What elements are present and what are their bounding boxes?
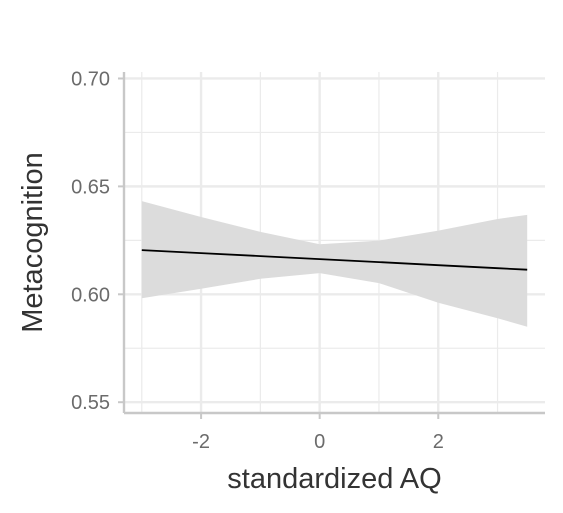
x-tick-label: 2 [433, 431, 444, 453]
y-tick-label: 0.65 [71, 176, 110, 198]
x-tick-label: 0 [314, 431, 325, 453]
confidence-band [141, 201, 528, 327]
ticks: -2 0 2 0.55 0.60 0.65 0.70 [71, 68, 444, 453]
x-tick-label: -2 [192, 431, 210, 453]
y-axis-title: Metacognition [17, 152, 49, 333]
y-tick-label: 0.60 [71, 284, 110, 306]
trend-line [141, 249, 528, 271]
x-axis-title: standardized AQ [227, 463, 441, 495]
axes [122, 72, 545, 415]
y-tick-label: 0.70 [71, 68, 110, 90]
y-tick-label: 0.55 [71, 392, 110, 414]
